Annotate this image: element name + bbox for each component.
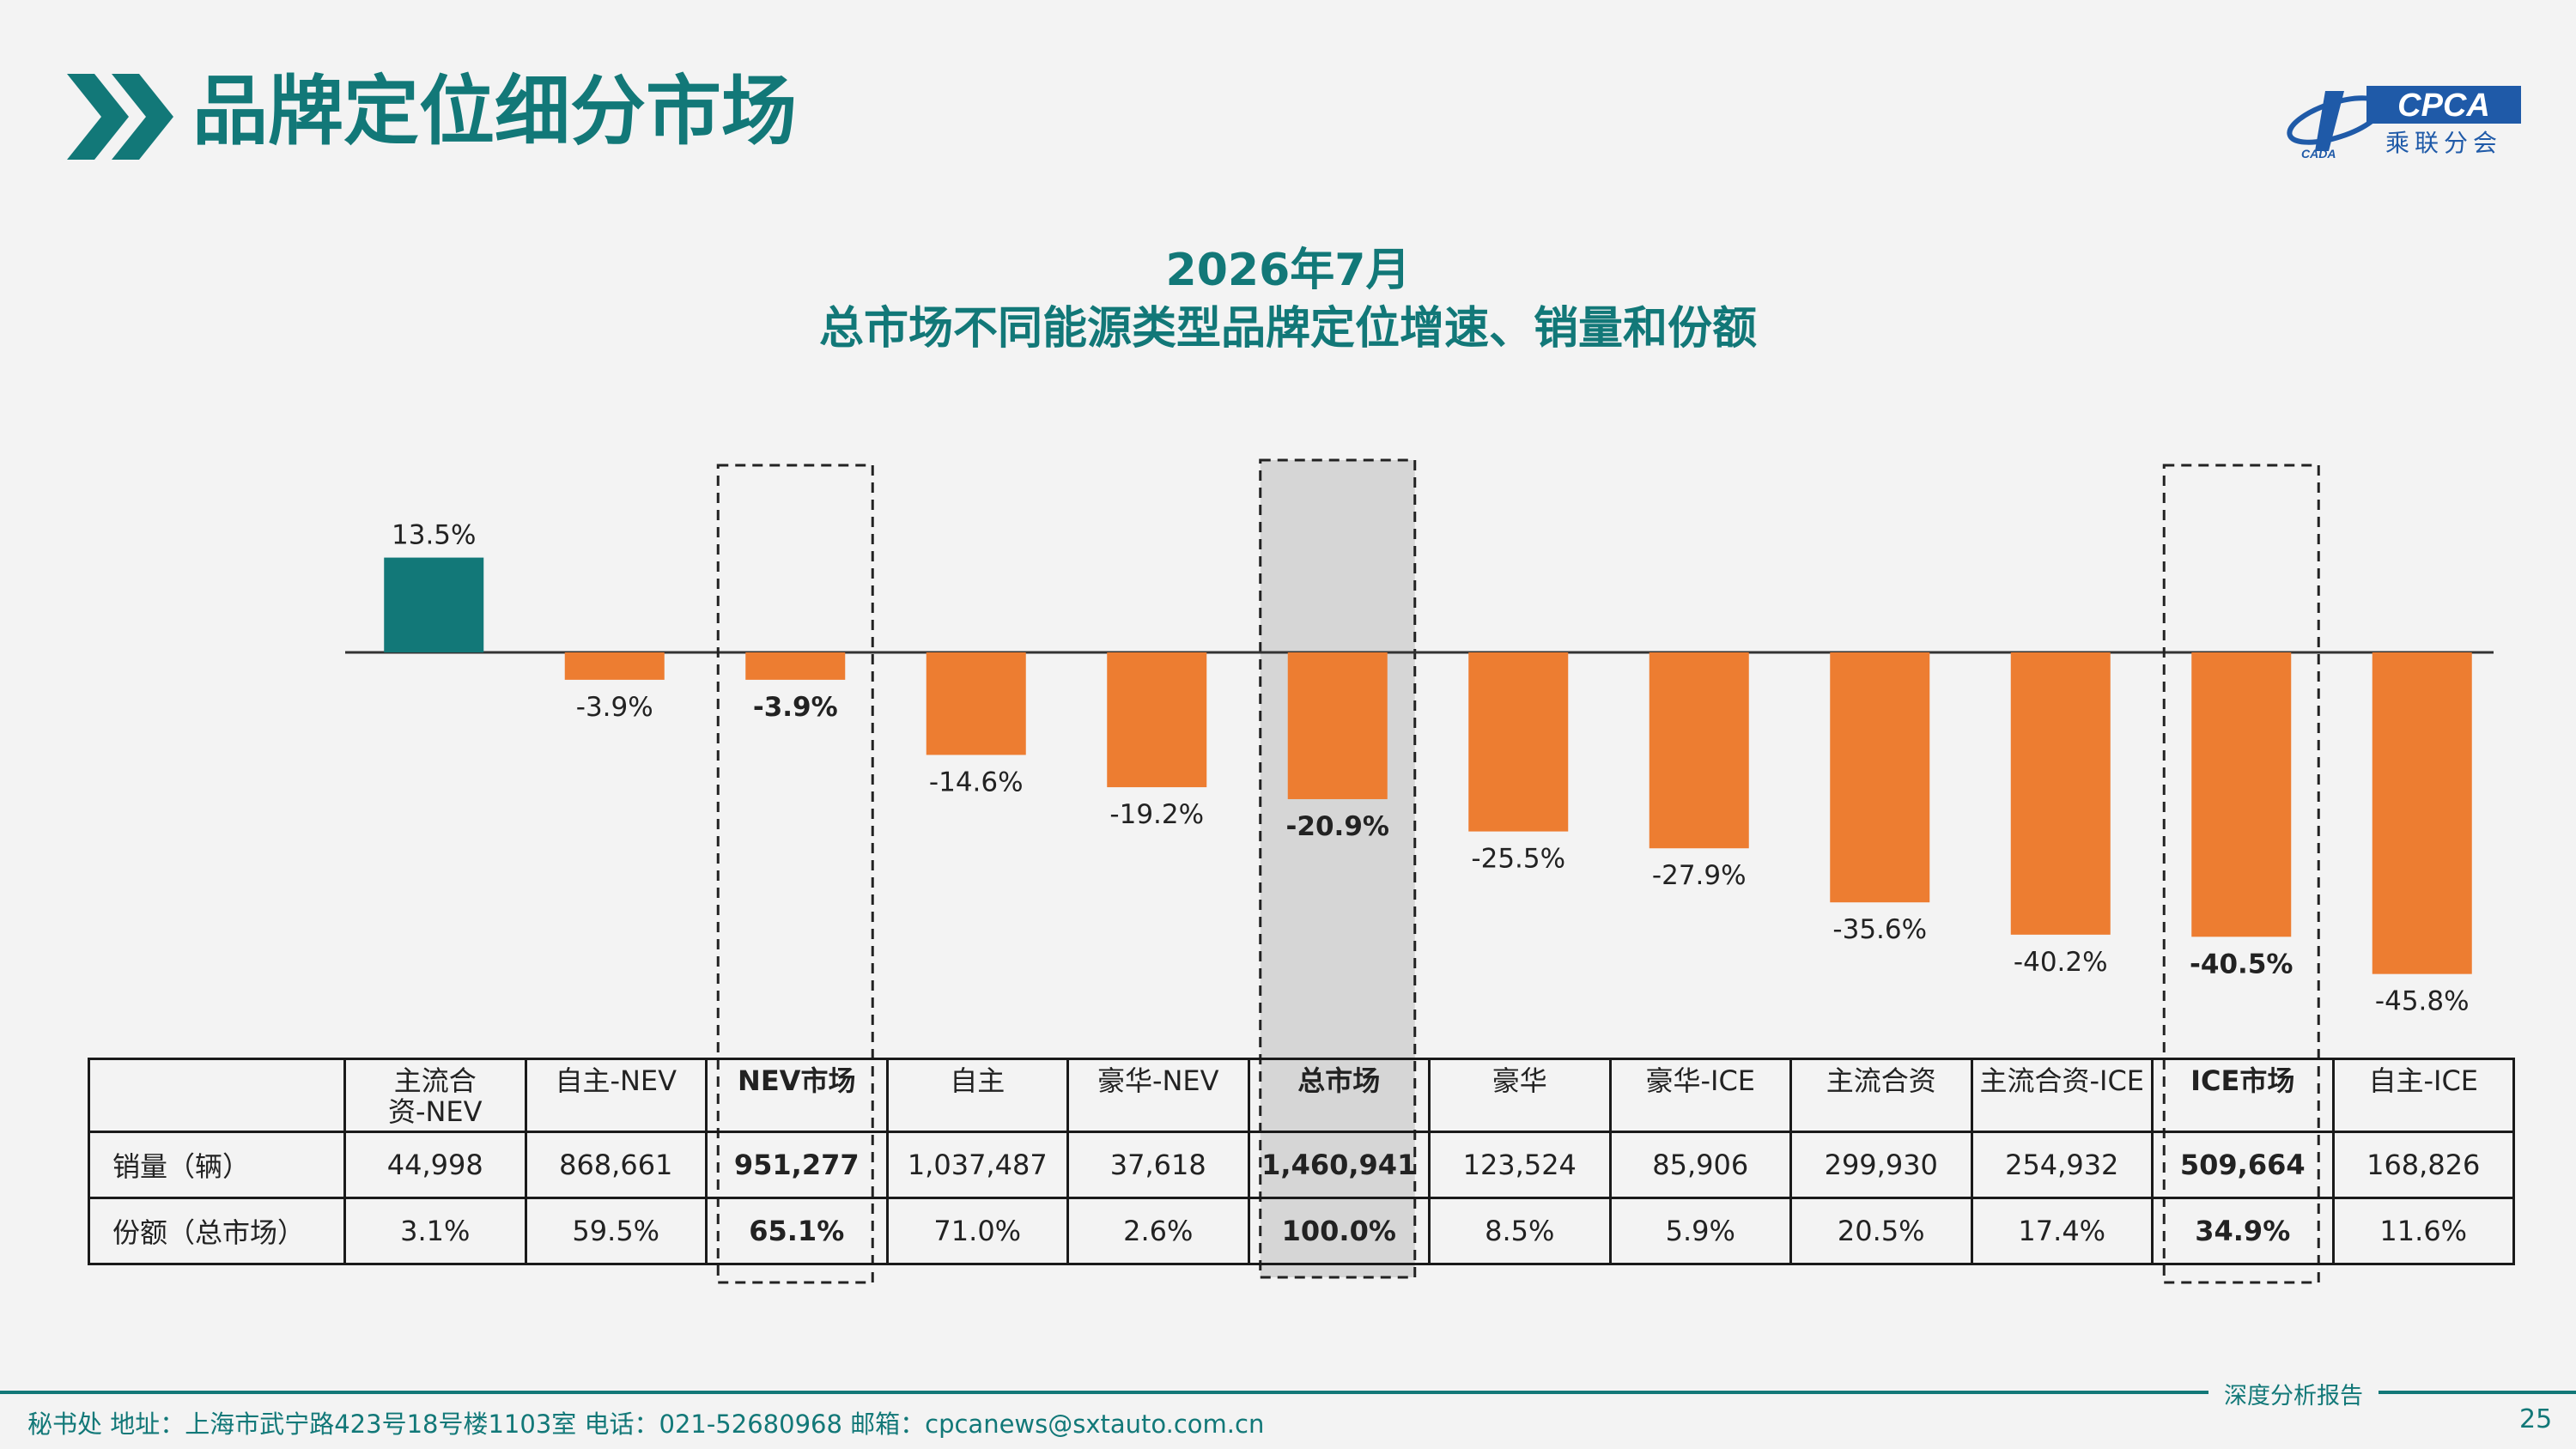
table-cell: 17.4% — [1970, 1197, 2154, 1265]
logo-cn-text: 乘联分会 — [2385, 129, 2502, 157]
data-label: -14.6% — [929, 767, 1024, 797]
page-number: 25 — [2519, 1404, 2553, 1434]
footer-divider — [0, 1391, 2576, 1394]
table-row: 销量（辆） 44,998 868,661 951,277 1,037,487 3… — [88, 1131, 2515, 1199]
table-cell: 1,460,941 — [1247, 1131, 1431, 1199]
table-header-cell: 自主-ICE — [2331, 1058, 2515, 1133]
table-cell: 299,930 — [1789, 1131, 1973, 1199]
data-label: -40.2% — [2014, 947, 2108, 978]
data-table: 主流合 资-NEV 自主-NEV NEV市场 自主 豪华-NEV 总市场 豪华 豪… — [88, 1058, 2515, 1265]
table-cell: 2.6% — [1066, 1197, 1250, 1265]
bar — [1649, 652, 1749, 849]
data-label: -20.9% — [1286, 811, 1389, 842]
table-header-cell: 总市场 — [1247, 1058, 1431, 1133]
highlight-box — [2162, 464, 2320, 1284]
bar — [2191, 652, 2292, 937]
table-cell: 11.6% — [2331, 1197, 2515, 1265]
table-header-cell: 主流合资 — [1789, 1058, 1973, 1133]
table-header-corner — [88, 1058, 346, 1133]
table-cell: 254,932 — [1970, 1131, 2154, 1199]
table-cell: 8.5% — [1428, 1197, 1612, 1265]
table-cell: 37,618 — [1066, 1131, 1250, 1199]
table-cell: 5.9% — [1608, 1197, 1792, 1265]
table-cell: 868,661 — [524, 1131, 708, 1199]
table-cell: 71.0% — [885, 1197, 1069, 1265]
table-header-cell: 豪华-NEV — [1066, 1058, 1250, 1133]
table-cell: 3.1% — [343, 1197, 527, 1265]
logo-small-text: CADA — [2301, 147, 2336, 161]
table-header-cell: NEV市场 — [705, 1058, 889, 1133]
table-cell: 123,524 — [1428, 1131, 1612, 1199]
bar — [1107, 652, 1207, 788]
bar — [1468, 652, 1569, 832]
data-label: -35.6% — [1832, 914, 1927, 945]
cpca-logo-icon: CPCA 乘联分会 CADA — [2287, 86, 2521, 161]
table-cell: 59.5% — [524, 1197, 708, 1265]
chart-title: 2026年7月 — [1165, 245, 1411, 296]
bar — [384, 557, 484, 652]
table-cell: 20.5% — [1789, 1197, 1973, 1265]
data-label: -3.9% — [576, 692, 653, 723]
bar — [926, 652, 1026, 755]
table-row: 份额（总市场） 3.1% 59.5% 65.1% 71.0% 2.6% 100.… — [88, 1197, 2515, 1265]
footer-address: 秘书处 地址：上海市武宁路423号18号楼1103室 电话：021-526809… — [27, 1410, 1265, 1439]
data-label: -45.8% — [2375, 986, 2470, 1017]
table-cell: 951,277 — [705, 1131, 889, 1199]
data-label: -25.5% — [1471, 844, 1565, 875]
table-header-cell: 豪华 — [1428, 1058, 1612, 1133]
table-cell: 509,664 — [2151, 1131, 2335, 1199]
table-header-cell: ICE市场 — [2151, 1058, 2335, 1133]
logo-cpca-text: CPCA — [2397, 88, 2490, 124]
chart-subtitle: 总市场不同能源类型品牌定位增速、销量和份额 — [818, 303, 1757, 355]
table-row-label: 销量（辆） — [88, 1131, 346, 1199]
bar — [564, 652, 665, 680]
data-label: -3.9% — [753, 692, 838, 723]
bar — [1830, 652, 1930, 903]
title-chevrons-icon — [67, 74, 173, 160]
table-row-label: 份额（总市场） — [88, 1197, 346, 1265]
table-header-cell: 主流合 资-NEV — [343, 1058, 527, 1133]
bar — [1287, 652, 1388, 799]
table-cell: 168,826 — [2331, 1131, 2515, 1199]
table-cell: 44,998 — [343, 1131, 527, 1199]
table-cell: 100.0% — [1247, 1197, 1431, 1265]
highlight-box — [716, 464, 874, 1284]
table-header-cell: 豪华-ICE — [1608, 1058, 1792, 1133]
bar — [2372, 652, 2472, 974]
table-header-cell: 自主 — [885, 1058, 1069, 1133]
data-label: -40.5% — [2190, 949, 2293, 979]
table-cell: 65.1% — [705, 1197, 889, 1265]
page-title: 品牌定位细分市场 — [192, 67, 798, 155]
table-header-row: 主流合 资-NEV 自主-NEV NEV市场 自主 豪华-NEV 总市场 豪华 豪… — [88, 1058, 2515, 1133]
table-header-cell: 自主-NEV — [524, 1058, 708, 1133]
bar — [745, 652, 846, 680]
table-cell: 85,906 — [1608, 1131, 1792, 1199]
data-label: -19.2% — [1109, 799, 1204, 830]
data-label: 13.5% — [392, 520, 476, 551]
data-label: -27.9% — [1652, 860, 1747, 891]
table-cell: 1,037,487 — [885, 1131, 1069, 1199]
table-header-cell: 主流合资-ICE — [1970, 1058, 2154, 1133]
footer-report-label: 深度分析报告 — [2208, 1377, 2379, 1410]
table-cell: 34.9% — [2151, 1197, 2335, 1265]
bar — [2010, 652, 2111, 935]
